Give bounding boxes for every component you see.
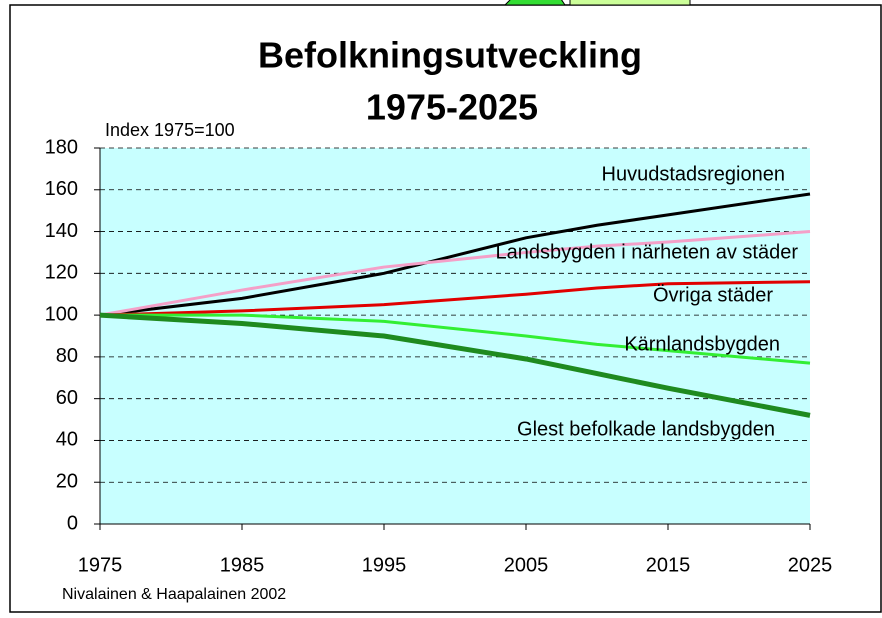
x-tick-label: 1975 bbox=[78, 554, 123, 576]
series-label: Landsbygden i närheten av städer bbox=[496, 241, 799, 263]
decoration bbox=[503, 0, 566, 6]
source: Nivalainen & Haapalainen 2002 bbox=[62, 586, 286, 603]
y-tick-label: 160 bbox=[45, 178, 78, 200]
y-tick-label: 20 bbox=[56, 471, 78, 493]
series-label: Kärnlandsbygden bbox=[624, 333, 780, 355]
x-tick-label: 2025 bbox=[788, 554, 833, 576]
y-tick-label: 0 bbox=[67, 512, 78, 534]
y-tick-label: 40 bbox=[56, 429, 78, 451]
series-label: Glest befolkade landsbygden bbox=[517, 418, 775, 440]
chart-title: 1975-2025 bbox=[366, 87, 538, 128]
series-line bbox=[99, 280, 811, 317]
y-tick-label: 180 bbox=[45, 136, 78, 158]
series-label: Huvudstadsregionen bbox=[602, 163, 785, 185]
series-line bbox=[100, 313, 811, 365]
x-tick-label: 1995 bbox=[362, 554, 407, 576]
y-tick-label: 120 bbox=[45, 262, 78, 284]
chart-title: Befolkningsutveckling bbox=[258, 35, 642, 76]
decoration bbox=[569, 0, 691, 6]
y-tick-label: 80 bbox=[56, 345, 78, 367]
x-tick-label: 2015 bbox=[646, 554, 691, 576]
y-tick-label: 100 bbox=[45, 303, 78, 325]
y-tick-label: 140 bbox=[45, 220, 78, 242]
y-axis-label: Index 1975=100 bbox=[105, 120, 235, 140]
series-line bbox=[99, 230, 811, 317]
series-line bbox=[99, 312, 811, 418]
x-tick-label: 2005 bbox=[504, 554, 549, 576]
series-label: Övriga städer bbox=[653, 284, 773, 306]
x-tick-label: 1985 bbox=[220, 554, 265, 576]
series-line bbox=[99, 192, 811, 317]
y-tick-label: 60 bbox=[56, 387, 78, 409]
